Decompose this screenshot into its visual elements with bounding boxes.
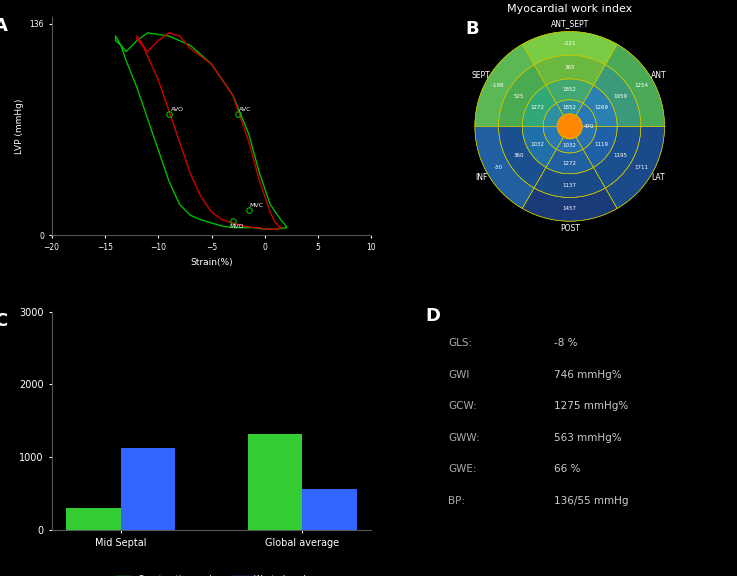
Text: -221: -221 xyxy=(564,41,576,46)
Text: 1852: 1852 xyxy=(563,87,577,92)
Text: 360: 360 xyxy=(514,153,524,158)
Text: GCW:: GCW: xyxy=(448,401,477,411)
Text: GWE:: GWE: xyxy=(448,464,477,475)
Text: MVC: MVC xyxy=(250,203,264,209)
Text: 1959: 1959 xyxy=(614,94,628,100)
Text: 1032: 1032 xyxy=(563,143,577,148)
Wedge shape xyxy=(523,85,556,126)
Wedge shape xyxy=(576,103,596,126)
Text: ANT_SEPT: ANT_SEPT xyxy=(551,20,589,28)
Text: 1272: 1272 xyxy=(531,105,545,111)
Wedge shape xyxy=(605,44,665,126)
Text: 66 %: 66 % xyxy=(553,464,580,475)
Wedge shape xyxy=(499,65,546,126)
Wedge shape xyxy=(605,126,665,209)
Text: -30: -30 xyxy=(494,165,503,170)
Text: 1457: 1457 xyxy=(563,206,577,211)
Wedge shape xyxy=(583,126,617,168)
Text: GWI: GWI xyxy=(448,370,469,380)
Text: BP:: BP: xyxy=(448,496,465,506)
Text: MVO: MVO xyxy=(230,223,244,229)
Text: 1119: 1119 xyxy=(595,142,609,147)
Text: -8 %: -8 % xyxy=(553,338,577,348)
Text: AVO: AVO xyxy=(171,107,184,112)
Text: 365: 365 xyxy=(565,65,575,70)
Wedge shape xyxy=(499,126,546,188)
Wedge shape xyxy=(556,137,583,153)
Text: 136/55 mmHg: 136/55 mmHg xyxy=(553,496,628,506)
Wedge shape xyxy=(556,100,583,116)
Text: 525: 525 xyxy=(514,94,524,100)
Wedge shape xyxy=(534,168,605,198)
Text: 1272: 1272 xyxy=(563,161,577,166)
Text: 1032: 1032 xyxy=(531,142,545,147)
Bar xyxy=(66,508,121,530)
Text: LAT: LAT xyxy=(652,173,666,182)
Text: 1137: 1137 xyxy=(563,183,577,188)
Text: GWW:: GWW: xyxy=(448,433,480,443)
Wedge shape xyxy=(546,149,593,174)
Text: C: C xyxy=(0,312,7,330)
Text: POST: POST xyxy=(560,224,580,233)
Text: 1711: 1711 xyxy=(634,165,648,170)
Text: SEPT: SEPT xyxy=(472,71,490,79)
Text: 563 mmHg%: 563 mmHg% xyxy=(553,433,621,443)
Wedge shape xyxy=(593,126,641,188)
Text: AVC: AVC xyxy=(239,107,251,112)
Bar xyxy=(302,489,357,530)
Text: ANT: ANT xyxy=(651,71,666,79)
Text: Myocardial work index: Myocardial work index xyxy=(507,5,632,14)
Wedge shape xyxy=(593,65,641,126)
Bar xyxy=(248,434,302,530)
Text: 470: 470 xyxy=(584,124,594,129)
Legend: Constructive work, Wasted work: Constructive work, Wasted work xyxy=(111,571,312,576)
Text: 1852: 1852 xyxy=(563,105,577,110)
Wedge shape xyxy=(534,55,605,85)
Wedge shape xyxy=(543,103,564,126)
Text: 1254: 1254 xyxy=(634,82,648,88)
Text: INF: INF xyxy=(475,173,487,182)
Wedge shape xyxy=(523,188,617,221)
Text: 1195: 1195 xyxy=(614,153,628,158)
Text: 746 mmHg%: 746 mmHg% xyxy=(553,370,621,380)
Wedge shape xyxy=(523,126,556,168)
Wedge shape xyxy=(543,126,564,149)
Text: D: D xyxy=(426,308,441,325)
Text: B: B xyxy=(465,20,479,38)
Text: 1269: 1269 xyxy=(595,105,609,111)
Circle shape xyxy=(557,114,582,139)
Wedge shape xyxy=(576,126,596,149)
Y-axis label: LVP (mmHg): LVP (mmHg) xyxy=(15,98,24,154)
X-axis label: Strain(%): Strain(%) xyxy=(190,257,233,267)
Wedge shape xyxy=(583,85,617,126)
Text: 1275 mmHg%: 1275 mmHg% xyxy=(553,401,628,411)
Wedge shape xyxy=(546,79,593,103)
Bar xyxy=(121,448,175,530)
Text: GLS:: GLS: xyxy=(448,338,472,348)
Text: A: A xyxy=(0,17,8,35)
Wedge shape xyxy=(475,126,534,209)
Text: -198: -198 xyxy=(492,82,505,88)
Wedge shape xyxy=(523,32,617,65)
Wedge shape xyxy=(475,44,534,126)
